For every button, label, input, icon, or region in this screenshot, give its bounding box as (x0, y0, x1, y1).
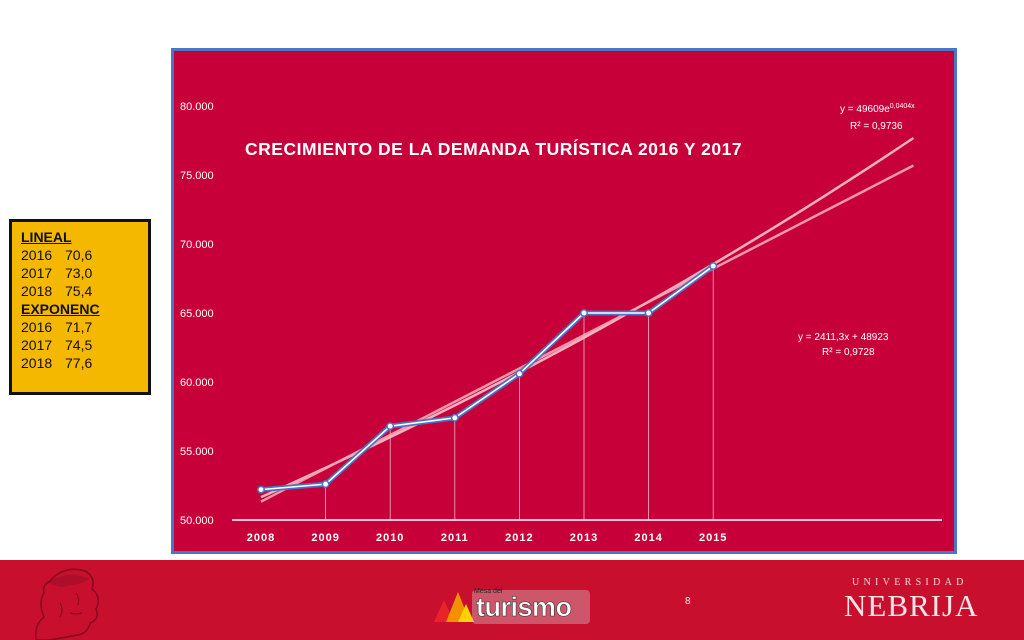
expon-row: 2016 71,7 (21, 318, 148, 336)
x-tick-label: 2009 (311, 532, 339, 544)
forecast-table: LINEAL 2016 70,6 2017 73,0 2018 75,4 EXPONE… (9, 219, 151, 395)
footer-bar (0, 560, 1024, 640)
y-tick-label: 65.000 (180, 308, 214, 320)
expon-value: 71,7 (65, 319, 93, 335)
lineal-row: 2018 75,4 (21, 282, 148, 300)
data-point (257, 485, 265, 494)
portrait-icon (34, 568, 100, 640)
data-point (515, 369, 524, 378)
chart-title: CRECIMIENTO DE LA DEMANDA TURÍSTICA 2016… (245, 138, 742, 159)
chart-panel: 50.000 55.000 60.000 65.000 70.000 75.000 80.0… (171, 48, 957, 554)
lineal-row: 2016 70,6 (21, 246, 148, 264)
university-name: NEBRIJA (844, 588, 979, 623)
expon-row: 2018 77,6 (21, 354, 148, 372)
expon-header: EXPONENC (21, 301, 100, 317)
y-tick-label: 60.000 (180, 377, 214, 389)
expon-value: 77,6 (65, 355, 93, 371)
mesa-turismo-logo-icon (434, 590, 590, 624)
expon-row: 2017 74,5 (21, 336, 148, 354)
slide-number: 8 (685, 596, 691, 607)
lineal-value: 73,0 (65, 265, 93, 281)
exp-equation-label: y = 49609e0,0404x (840, 103, 915, 115)
expon-year: 2018 (21, 355, 53, 371)
linear-r2-label: R² = 0,9728 (822, 347, 875, 358)
data-point (450, 413, 459, 422)
series-line-outer (260, 264, 715, 493)
lineal-value: 70,6 (65, 247, 93, 263)
x-tick-label: 2013 (570, 532, 598, 544)
expon-year: 2016 (21, 319, 53, 335)
x-tick-label: 2015 (699, 532, 727, 544)
y-tick-label: 70.000 (180, 239, 214, 251)
x-tick-label: 2011 (441, 532, 469, 544)
data-point (644, 309, 653, 317)
x-tick-label: 2008 (247, 532, 275, 544)
exponential-trendline (260, 136, 915, 499)
y-tick-label: 50.000 (180, 515, 214, 527)
x-tick-label: 2014 (634, 532, 662, 544)
data-point (321, 480, 330, 489)
data-point (580, 309, 588, 317)
lineal-year: 2017 (21, 265, 53, 281)
university-label: UNIVERSIDAD (852, 577, 968, 588)
y-tick-label: 80.000 (180, 101, 214, 113)
expon-year: 2017 (21, 337, 53, 353)
y-tick-label: 75.000 (180, 170, 214, 182)
lineal-value: 75,4 (65, 283, 93, 299)
lineal-header: LINEAL (21, 229, 72, 245)
x-tick-label: 2012 (505, 532, 533, 544)
expon-value: 74,5 (65, 337, 93, 353)
y-tick-label: 55.000 (180, 446, 214, 458)
logo-small-text: Mesa del (474, 588, 503, 595)
data-point (709, 262, 718, 271)
logo-word: turismo (476, 592, 573, 623)
lineal-year: 2016 (21, 247, 53, 263)
series-line (260, 265, 714, 491)
data-point (386, 422, 395, 431)
lineal-row: 2017 73,0 (21, 264, 148, 282)
x-tick-label: 2010 (376, 532, 404, 544)
exp-r2-label: R² = 0,9736 (850, 121, 903, 132)
lineal-year: 2018 (21, 283, 53, 299)
chart-canvas: 50.000 55.000 60.000 65.000 70.000 75.000 80.0… (180, 101, 942, 544)
linear-equation-label: y = 2411,3x + 48923 (798, 332, 889, 343)
